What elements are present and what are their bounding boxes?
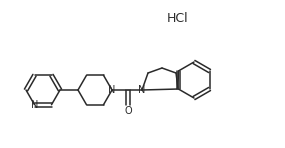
Text: N: N (31, 100, 38, 110)
Text: HCl: HCl (167, 12, 189, 25)
Text: O: O (124, 106, 132, 116)
Text: N: N (138, 85, 146, 95)
Text: N: N (108, 85, 116, 95)
